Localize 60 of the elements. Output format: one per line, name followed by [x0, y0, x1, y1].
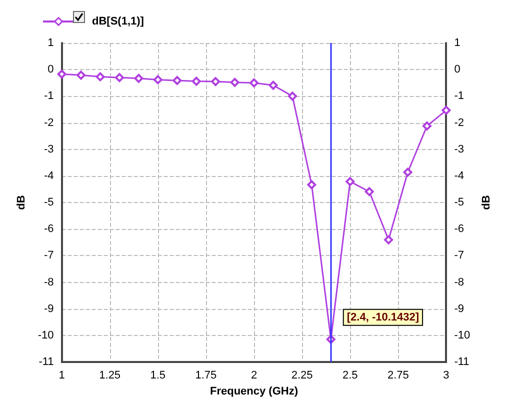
y2-tick-label: -8 — [454, 276, 464, 288]
y2-tick-label: -11 — [454, 356, 470, 368]
point — [76, 70, 86, 80]
y2-tick-label: -7 — [454, 250, 464, 262]
x-tick-label: 2.5 — [342, 370, 358, 382]
y-tick-label: -8 — [44, 276, 54, 288]
y2-tick-label: -3 — [454, 143, 464, 156]
y2-tick-label: -4 — [454, 170, 464, 182]
y-tick-label: -4 — [44, 170, 54, 182]
point — [307, 180, 316, 190]
x-tick-label: 1 — [58, 370, 65, 382]
point — [57, 70, 66, 79]
x-tick-label: 3 — [443, 370, 450, 382]
y-tick-label: 1 — [48, 37, 54, 49]
point — [230, 78, 240, 87]
point — [422, 121, 432, 130]
y2-tick-label: -5 — [454, 196, 464, 209]
x-tick-label: 2.75 — [387, 370, 409, 382]
point — [250, 78, 258, 88]
point — [346, 177, 355, 186]
y-tick-label: -3 — [44, 143, 54, 156]
y2-tick-label: 0 — [454, 64, 460, 76]
y-tick-label: -7 — [44, 250, 54, 262]
point — [288, 92, 297, 101]
y2-tick-label: -1 — [454, 90, 464, 102]
y-tick-label: -1 — [44, 90, 54, 102]
y-tick-label: -5 — [44, 196, 54, 209]
y-tick-label: -11 — [38, 356, 54, 368]
point — [153, 75, 162, 84]
point — [364, 187, 374, 196]
point — [192, 76, 201, 86]
x-tick-label: 2.25 — [291, 370, 313, 382]
y-tick-label: -2 — [44, 116, 54, 129]
x-tick-label: 1.5 — [150, 370, 166, 382]
x-axis-title: Frequency (GHz) — [210, 386, 298, 398]
y-axis-title: dB — [16, 195, 28, 210]
y2-tick-label: -9 — [454, 302, 464, 315]
point — [442, 106, 451, 115]
y-tick-label: -10 — [38, 330, 54, 342]
y2-tick-label: -10 — [454, 330, 470, 342]
annotation: [2.4, -10.1432] — [346, 311, 420, 324]
y2-tick-label: 1 — [454, 37, 460, 49]
y2-tick-label: -2 — [454, 116, 464, 129]
point — [211, 77, 220, 86]
point — [403, 168, 412, 177]
point — [384, 235, 394, 244]
y-tick-label: -6 — [44, 223, 54, 236]
y2-axis-title: dB — [480, 195, 492, 210]
point — [172, 76, 182, 85]
legend-label: dB[S(1,1)] — [92, 16, 144, 28]
point — [134, 74, 144, 83]
y-tick-label: -9 — [44, 302, 54, 315]
x-tick-label: 1.75 — [195, 370, 217, 382]
y2-tick-label: -6 — [454, 223, 464, 236]
x-tick-label: 2 — [250, 370, 258, 382]
y-tick-label: 0 — [48, 64, 54, 76]
point — [96, 72, 105, 82]
x-tick-label: 1.25 — [99, 370, 121, 382]
point — [114, 73, 124, 82]
point — [268, 80, 278, 90]
